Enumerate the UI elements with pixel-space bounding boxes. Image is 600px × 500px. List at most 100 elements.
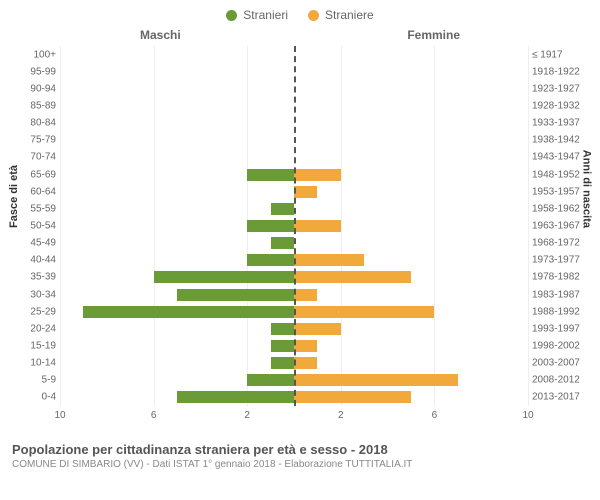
year-label: 2013-2017 xyxy=(532,392,592,403)
male-half xyxy=(60,217,294,234)
male-half xyxy=(60,269,294,286)
female-half xyxy=(294,132,528,149)
female-half xyxy=(294,355,528,372)
male-bar xyxy=(83,306,294,318)
age-label: 90-94 xyxy=(16,83,56,94)
female-half xyxy=(294,320,528,337)
female-bar xyxy=(294,391,411,403)
male-bar xyxy=(177,391,294,403)
age-label: 100+ xyxy=(16,49,56,60)
center-divider xyxy=(294,46,296,406)
column-title-female: Femmine xyxy=(407,28,460,42)
age-label: 30-34 xyxy=(16,289,56,300)
female-bar xyxy=(294,374,458,386)
female-bar xyxy=(294,340,317,352)
x-tick-label: 10 xyxy=(522,410,533,421)
age-label: 70-74 xyxy=(16,152,56,163)
year-label: 1988-1992 xyxy=(532,306,592,317)
female-half xyxy=(294,252,528,269)
male-half xyxy=(60,252,294,269)
male-half xyxy=(60,46,294,63)
year-label: 1973-1977 xyxy=(532,255,592,266)
female-bar xyxy=(294,289,317,301)
year-label: 1933-1937 xyxy=(532,118,592,129)
male-half xyxy=(60,166,294,183)
male-half xyxy=(60,286,294,303)
male-half xyxy=(60,303,294,320)
female-half xyxy=(294,63,528,80)
male-bar xyxy=(247,220,294,232)
age-label: 65-69 xyxy=(16,169,56,180)
female-half xyxy=(294,269,528,286)
year-label: 1943-1947 xyxy=(532,152,592,163)
year-label: 1993-1997 xyxy=(532,323,592,334)
age-label: 35-39 xyxy=(16,272,56,283)
age-label: 85-89 xyxy=(16,100,56,111)
female-half xyxy=(294,372,528,389)
female-bar xyxy=(294,254,364,266)
legend-swatch-male xyxy=(226,10,237,21)
gridline xyxy=(528,46,529,406)
chart-title: Popolazione per cittadinanza straniera p… xyxy=(12,442,588,457)
male-half xyxy=(60,235,294,252)
male-half xyxy=(60,389,294,406)
female-half xyxy=(294,235,528,252)
male-bar xyxy=(271,203,294,215)
male-half xyxy=(60,80,294,97)
female-bar xyxy=(294,271,411,283)
female-half xyxy=(294,97,528,114)
male-bar xyxy=(271,357,294,369)
female-bar xyxy=(294,220,341,232)
year-label: 1923-1927 xyxy=(532,83,592,94)
plot-area: 100+≤ 191795-991918-192290-941923-192785… xyxy=(60,46,528,406)
male-half xyxy=(60,372,294,389)
male-bar xyxy=(247,169,294,181)
male-half xyxy=(60,183,294,200)
male-half xyxy=(60,337,294,354)
female-half xyxy=(294,46,528,63)
x-tick-label: 10 xyxy=(54,410,65,421)
chart-subtitle: COMUNE DI SIMBARIO (VV) - Dati ISTAT 1° … xyxy=(12,459,588,470)
legend-label-male: Stranieri xyxy=(243,8,288,22)
male-bar xyxy=(154,271,294,283)
age-label: 15-19 xyxy=(16,340,56,351)
age-label: 5-9 xyxy=(16,375,56,386)
female-half xyxy=(294,149,528,166)
age-label: 80-84 xyxy=(16,118,56,129)
x-tick-label: 2 xyxy=(338,410,344,421)
female-half xyxy=(294,286,528,303)
female-half xyxy=(294,303,528,320)
age-label: 25-29 xyxy=(16,306,56,317)
chart-footer: Popolazione per cittadinanza straniera p… xyxy=(0,438,600,470)
female-bar xyxy=(294,186,317,198)
column-title-male: Maschi xyxy=(140,28,181,42)
year-label: 1928-1932 xyxy=(532,100,592,111)
male-half xyxy=(60,149,294,166)
age-label: 55-59 xyxy=(16,203,56,214)
year-label: 1983-1987 xyxy=(532,289,592,300)
legend-item-female: Straniere xyxy=(308,8,374,22)
age-label: 75-79 xyxy=(16,135,56,146)
age-label: 45-49 xyxy=(16,238,56,249)
female-half xyxy=(294,115,528,132)
male-bar xyxy=(271,340,294,352)
x-tick-label: 2 xyxy=(244,410,250,421)
female-half xyxy=(294,200,528,217)
female-bar xyxy=(294,169,341,181)
population-pyramid-chart: Maschi Femmine Fasce di età Anni di nasc… xyxy=(0,28,600,438)
age-label: 95-99 xyxy=(16,66,56,77)
male-half xyxy=(60,355,294,372)
male-half xyxy=(60,320,294,337)
year-label: 1953-1957 xyxy=(532,186,592,197)
age-label: 50-54 xyxy=(16,220,56,231)
male-half xyxy=(60,115,294,132)
female-half xyxy=(294,389,528,406)
x-tick-label: 6 xyxy=(151,410,157,421)
female-bar xyxy=(294,306,434,318)
female-bar xyxy=(294,357,317,369)
female-half xyxy=(294,217,528,234)
year-label: 1918-1922 xyxy=(532,66,592,77)
age-label: 10-14 xyxy=(16,358,56,369)
female-half xyxy=(294,80,528,97)
male-half xyxy=(60,97,294,114)
